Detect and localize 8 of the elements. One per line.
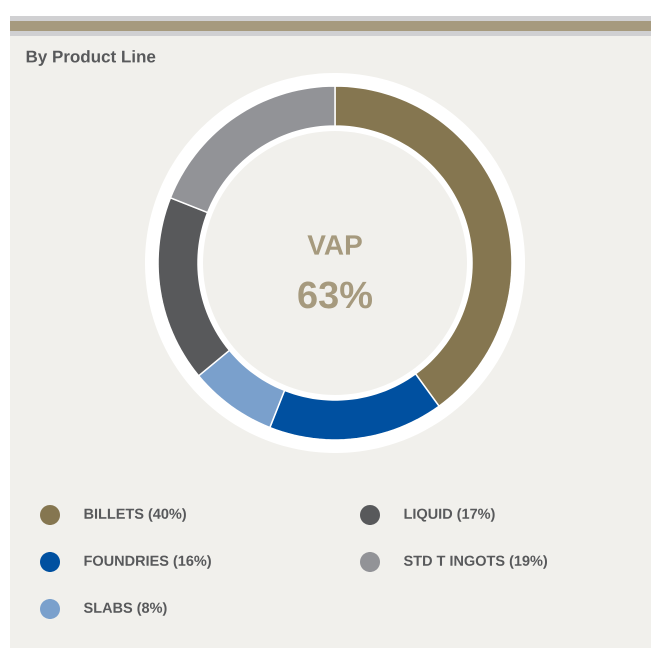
legend-label: LIQUID (17%) xyxy=(404,508,495,522)
text: VAP xyxy=(307,235,362,255)
text: 63% xyxy=(298,282,372,308)
legend-label: BILLETS (40%) xyxy=(84,508,186,522)
legend-label: FOUNDRIES (16%) xyxy=(84,555,211,569)
chart-title: By Product Line xyxy=(26,50,156,66)
legend-label: STD T INGOTS (19%) xyxy=(404,555,548,569)
legend-label: SLABS (8%) xyxy=(84,602,167,616)
